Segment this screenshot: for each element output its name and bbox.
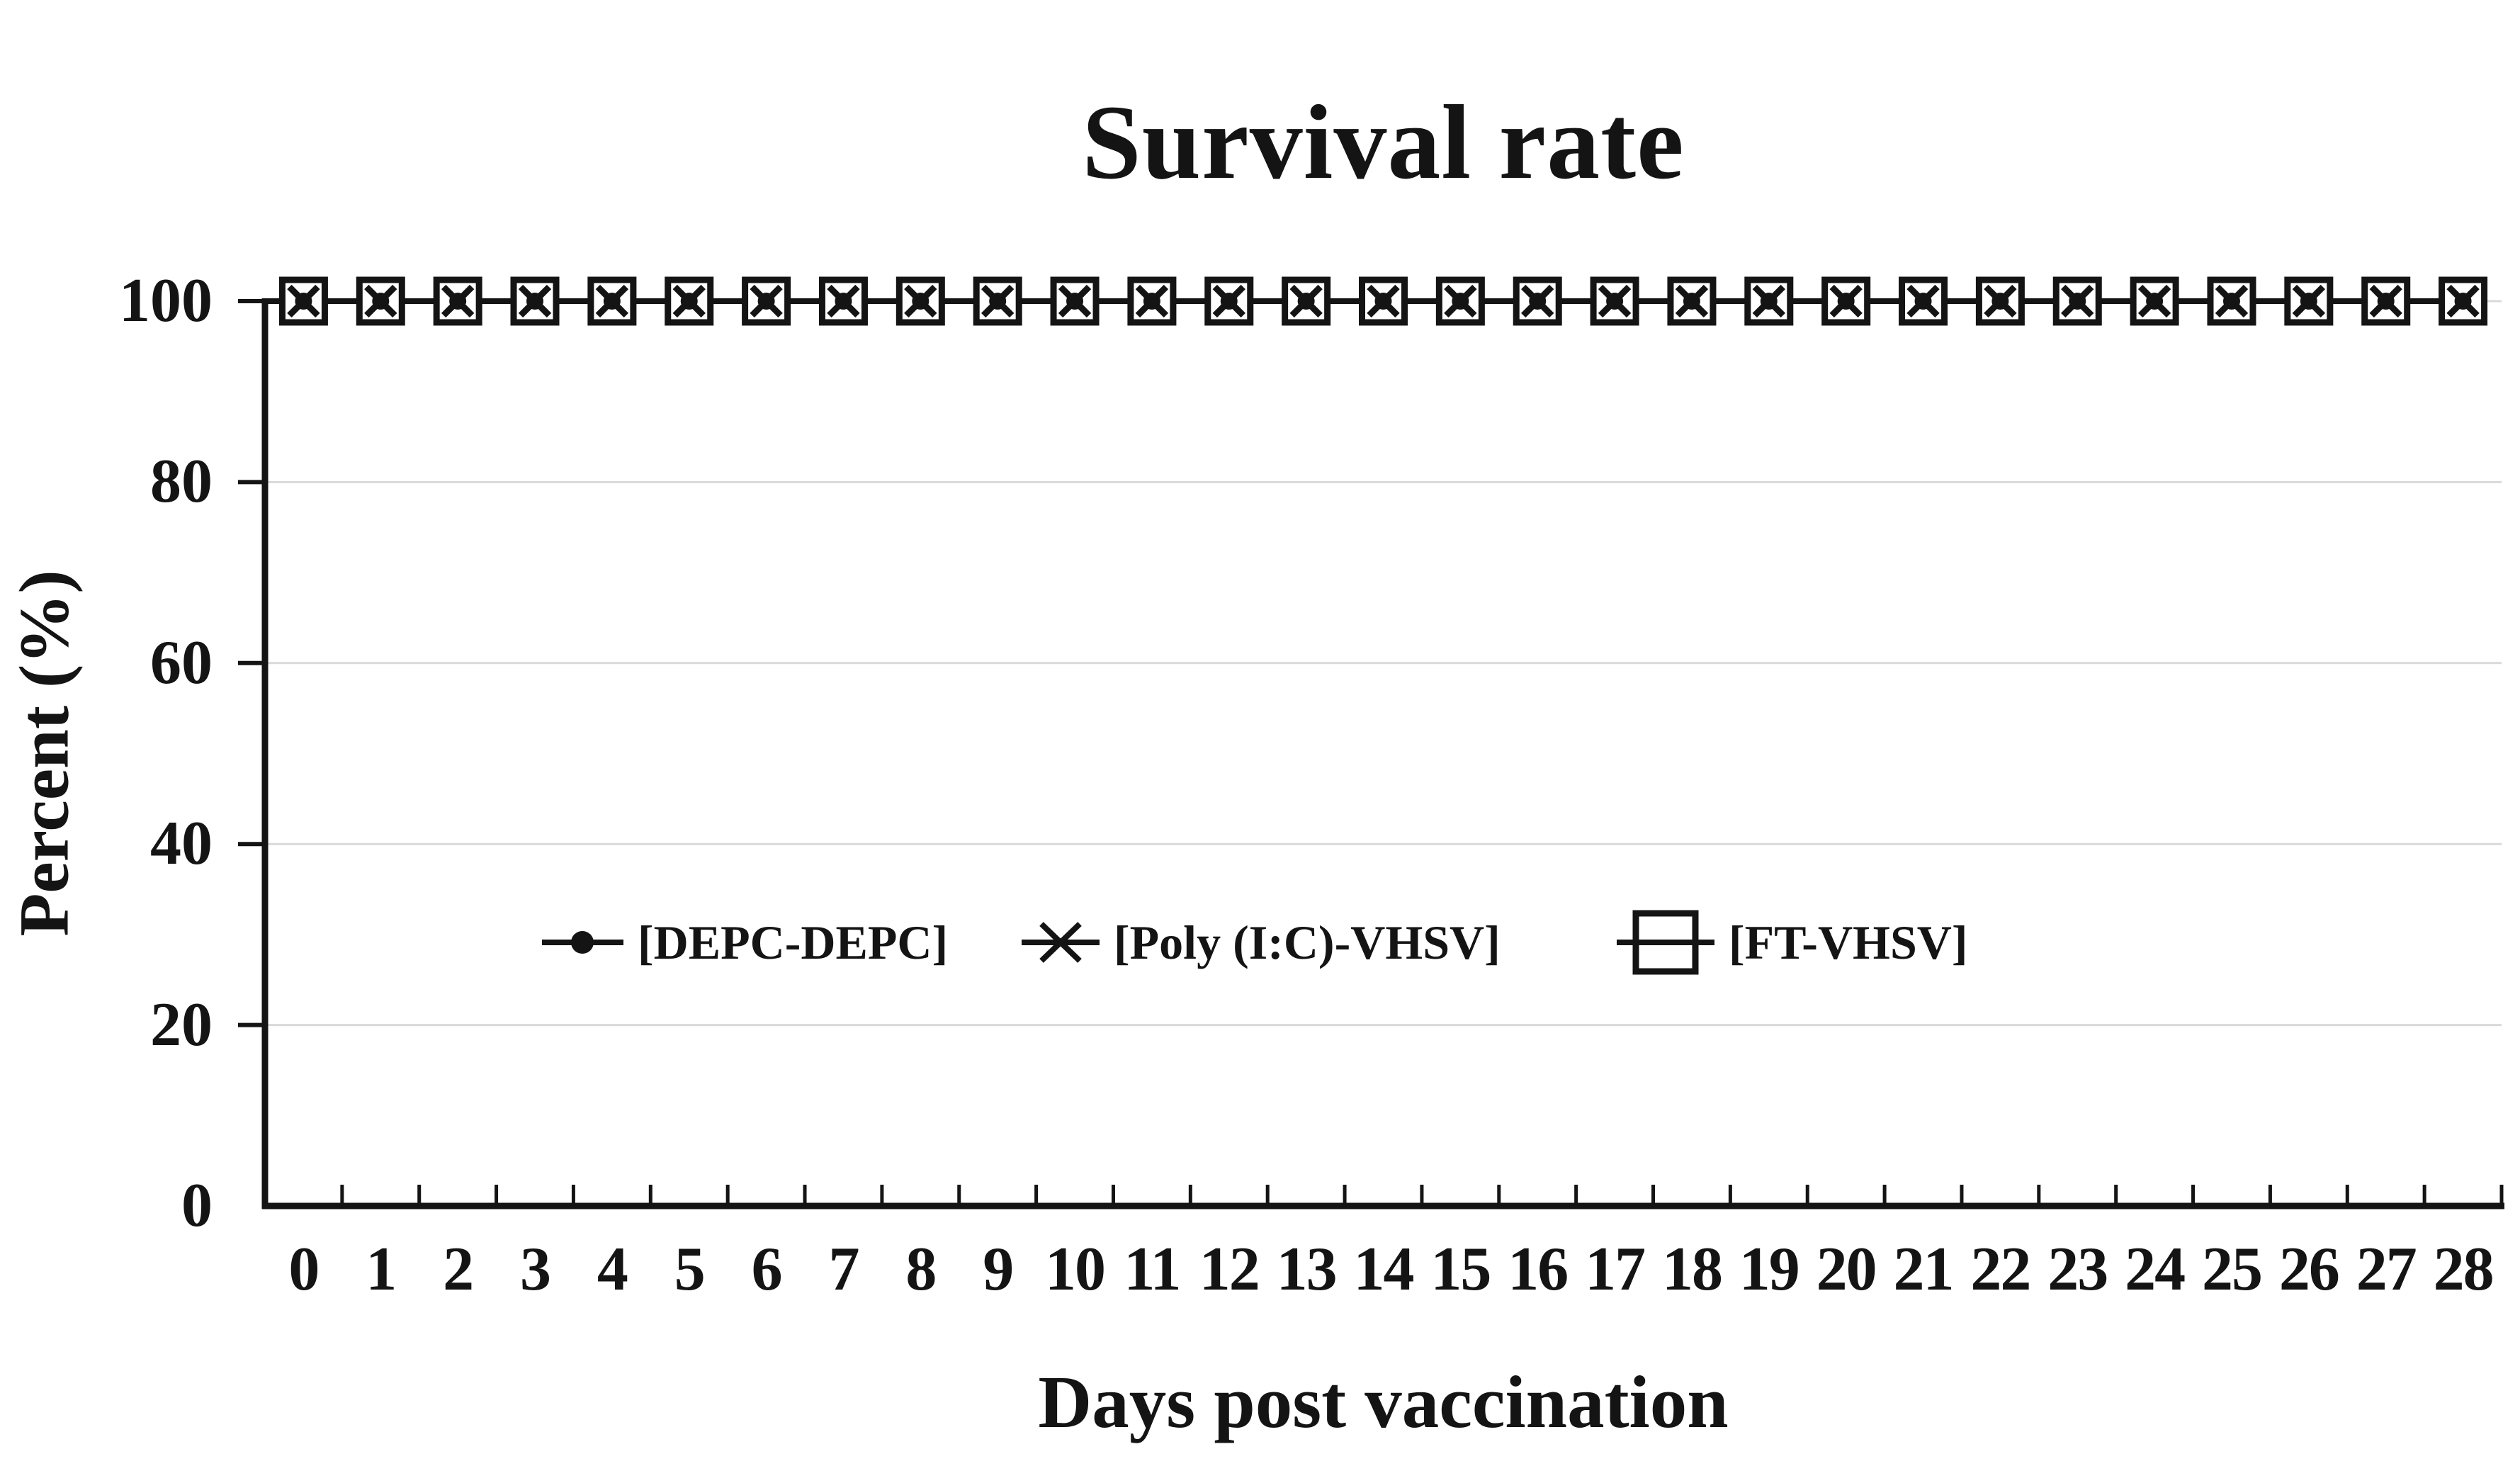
legend-item-depc-depc: [DEPC-DEPC] (542, 908, 948, 976)
x-tick-label: 16 (1508, 1235, 1569, 1304)
y-tick-label: 0 (181, 1171, 213, 1240)
data-point-marker (1050, 276, 1100, 326)
data-point-marker (433, 276, 482, 326)
legend-label: [Poly (I:C)-VHSV] (1114, 915, 1501, 969)
data-point-marker (2207, 276, 2256, 326)
data-point-marker (1975, 276, 2025, 326)
data-point-markers (278, 276, 2488, 326)
x-tick-label: 21 (1893, 1235, 1955, 1304)
data-point-marker (1513, 276, 1562, 326)
data-point-marker (1435, 276, 1485, 326)
data-point-marker (1282, 276, 1331, 326)
data-point-marker (2361, 276, 2411, 326)
x-tick-label: 18 (1661, 1235, 1723, 1304)
data-point-marker (510, 276, 560, 326)
x-tick-label: 23 (2047, 1235, 2108, 1304)
data-point-marker (1821, 276, 1871, 326)
x-tick-label: 24 (2125, 1235, 2186, 1304)
data-point-marker (665, 276, 714, 326)
data-point-marker (1667, 276, 1717, 326)
data-point-marker (2284, 276, 2334, 326)
x-tick-label: 5 (674, 1235, 706, 1304)
x-tick-label: 22 (1970, 1235, 2031, 1304)
x-tick-label: 20 (1816, 1235, 1877, 1304)
x-tick-label: 28 (2433, 1235, 2494, 1304)
axes (261, 298, 2504, 1210)
data-point-marker (1127, 276, 1177, 326)
x-axis-title: Days post vaccination (1038, 1360, 1729, 1443)
x-tick-label: 12 (1199, 1235, 1260, 1304)
data-point-marker (2439, 276, 2488, 326)
data-point-marker (2130, 276, 2179, 326)
data-point-marker (895, 276, 945, 326)
data-point-marker (1359, 276, 1408, 326)
data-point-marker (1204, 276, 1254, 326)
x-tick-label: 7 (828, 1235, 859, 1304)
x-tick-label: 11 (1124, 1235, 1181, 1304)
x-tick-label: 4 (597, 1235, 628, 1304)
x-tick-label: 1 (366, 1235, 397, 1304)
y-tick-label: 40 (150, 809, 213, 879)
data-point-marker (278, 276, 328, 326)
legend-label: [DEPC-DEPC] (638, 915, 949, 969)
x-tick-label: 26 (2278, 1235, 2340, 1304)
y-tick-label: 100 (119, 266, 213, 335)
x-tick-label: 17 (1585, 1235, 1646, 1304)
x-tick-label: 10 (1045, 1235, 1106, 1304)
line-dot-marker-icon (542, 931, 623, 954)
x-tick-label: 19 (1739, 1235, 1800, 1304)
data-point-marker (742, 276, 791, 326)
x-tick-label: 14 (1353, 1235, 1415, 1304)
x-tick-label: 8 (905, 1235, 937, 1304)
data-point-marker (973, 276, 1022, 326)
legend-item-poly-ic-vhsv: [Poly (I:C)-VHSV] (1022, 908, 1501, 976)
data-point-marker (1899, 276, 1948, 326)
data-point-marker (1590, 276, 1639, 326)
data-point-marker (818, 276, 868, 326)
x-tick-label: 6 (751, 1235, 783, 1304)
x-tick-label: 0 (288, 1235, 320, 1304)
data-point-marker (356, 276, 405, 326)
x-tick-label: 9 (983, 1235, 1014, 1304)
x-tick-label: 13 (1276, 1235, 1338, 1304)
chart-title: Survival rate (1082, 83, 1685, 201)
y-tick-label: 20 (150, 990, 213, 1059)
legend-label: [FT-VHSV] (1729, 915, 1968, 969)
y-tick-label: 80 (150, 447, 213, 517)
open-square-marker-icon (1617, 910, 1714, 975)
y-tick-label: 60 (150, 628, 213, 697)
line-x-marker-icon (1022, 922, 1100, 963)
data-point-marker (587, 276, 637, 326)
x-tick-label: 15 (1430, 1235, 1491, 1304)
axis-tick-marks (238, 299, 2504, 1206)
x-tick-label: 3 (520, 1235, 551, 1304)
data-point-marker (2052, 276, 2102, 326)
x-tick-label: 2 (443, 1235, 474, 1304)
data-point-marker (1744, 276, 1794, 326)
x-tick-label: 25 (2201, 1235, 2263, 1304)
x-tick-label: 27 (2356, 1235, 2417, 1304)
legend-item-ft-vhsv: [FT-VHSV] (1617, 908, 1968, 976)
